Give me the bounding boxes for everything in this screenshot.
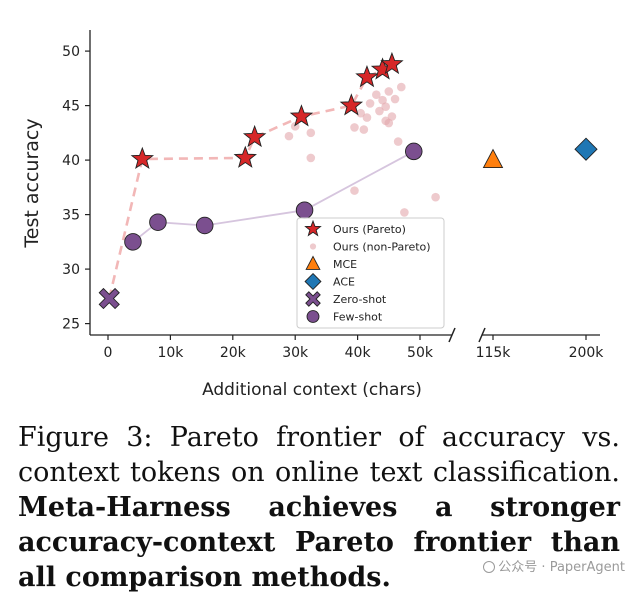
- point-ours-non-pareto-8: [362, 113, 372, 122]
- point-ours-non-pareto-10: [372, 90, 381, 99]
- point-ours-non-pareto-15: [384, 118, 394, 128]
- point-ours-pareto-5: [339, 93, 364, 116]
- point-ours-pareto-2: [233, 145, 257, 168]
- axes: [89, 30, 600, 343]
- legend-label-ours-pareto: Ours (Pareto): [333, 223, 406, 236]
- point-few-shot-0: [124, 233, 142, 251]
- point-ours-pareto-4: [289, 104, 314, 127]
- point-few-shot-1: [149, 213, 167, 231]
- point-ace-0: [574, 137, 598, 161]
- x-tick-label-20k: 20k: [220, 345, 247, 361]
- watermark: 公众号 · PaperAgent: [479, 559, 629, 577]
- wechat-icon: [483, 561, 496, 573]
- point-ours-non-pareto-7: [359, 125, 369, 134]
- legend-label-ace: ACE: [333, 276, 355, 289]
- point-ours-non-pareto-4: [350, 186, 359, 195]
- point-few-shot-2: [195, 216, 214, 235]
- legend-label-mce: MCE: [333, 258, 357, 271]
- axis-break-mark-right: [478, 327, 486, 343]
- y-tick-label-30: 30: [62, 262, 80, 278]
- legend-marker-mce: [305, 255, 321, 270]
- axis-break-mark-left: [448, 327, 456, 343]
- point-ours-non-pareto-20: [396, 82, 406, 92]
- point-mce-0: [482, 148, 504, 169]
- point-ours-non-pareto-22: [431, 192, 440, 202]
- point-few-shot-4: [405, 142, 423, 161]
- point-ours-non-pareto-18: [390, 94, 400, 104]
- caption-emphasis: Meta-Harness achieves a stronger accurac…: [18, 492, 620, 593]
- point-ours-non-pareto-5: [350, 123, 359, 132]
- x-tick-label-115k: 115k: [476, 345, 512, 361]
- point-ours-non-pareto-17: [387, 112, 397, 121]
- point-ours-non-pareto-9: [365, 99, 375, 108]
- point-ours-non-pareto-3: [306, 153, 316, 163]
- point-ours-pareto-3: [242, 124, 267, 148]
- point-ours-pareto-6: [355, 64, 379, 88]
- y-tick-label-35: 35: [62, 208, 80, 224]
- legend-box: [296, 217, 445, 329]
- x-tick-label-30k: 30k: [282, 345, 309, 361]
- legend-marker-ours-non-pareto: [309, 243, 317, 250]
- x-tick-label-50k: 50k: [407, 345, 434, 361]
- caption-text: Figure 3: Pareto frontier of accuracy vs…: [18, 422, 620, 488]
- point-ours-non-pareto-2: [306, 128, 316, 138]
- plot-area: [98, 51, 598, 310]
- x-tick-label-10k: 10k: [157, 345, 184, 361]
- x-axis-label: Additional context (chars): [202, 380, 422, 400]
- watermark-text: 公众号 · PaperAgent: [498, 560, 625, 575]
- point-ours-non-pareto-12: [378, 95, 387, 105]
- legend-label-few-shot: Few-shot: [333, 311, 383, 324]
- legend-marker-few-shot: [306, 310, 320, 323]
- legend-marker-ours-pareto: [304, 219, 322, 237]
- legend: Ours (Pareto) Ours (non-Pareto) MCE ACE Zero…: [296, 217, 445, 329]
- point-ours-non-pareto-11: [375, 106, 384, 116]
- legend-label-zero-shot: Zero-shot: [333, 293, 387, 306]
- point-ours-non-pareto-21: [400, 208, 409, 217]
- point-ours-non-pareto-6: [356, 108, 366, 118]
- y-tick-label-40: 40: [62, 153, 80, 169]
- point-ours-pareto-8: [380, 51, 404, 75]
- y-axis-label: Test accuracy: [21, 118, 43, 248]
- legend-marker-ace: [304, 272, 322, 291]
- ticks: 25 30 35 40 45 50 0 10k 20k 30k 40k 50k 115k 200k: [62, 44, 604, 361]
- figure-caption: Figure 3: Pareto frontier of accuracy vs…: [18, 420, 620, 595]
- point-ours-non-pareto-16: [384, 87, 394, 96]
- x-tick-label-40k: 40k: [345, 345, 372, 361]
- point-few-shot-3: [295, 201, 314, 219]
- point-ours-non-pareto-14: [381, 102, 390, 111]
- legend-marker-zero-shot: [305, 291, 321, 307]
- x-tick-label-0: 0: [104, 345, 113, 361]
- y-tick-label-50: 50: [62, 44, 80, 60]
- point-ours-non-pareto-19: [393, 137, 403, 146]
- legend-label-ours-non-pareto: Ours (non-Pareto): [333, 241, 431, 254]
- point-ours-non-pareto-0: [284, 131, 294, 141]
- point-zero-shot-0: [98, 287, 120, 310]
- x-tick-label-200k: 200k: [569, 345, 605, 361]
- point-ours-pareto-1: [130, 146, 155, 169]
- y-tick-label-45: 45: [62, 99, 80, 115]
- y-tick-label-25: 25: [62, 317, 80, 333]
- pareto-chart: 25 30 35 40 45 50 0 10k 20k 30k 40k 50k 115k 200k Add…: [21, 30, 604, 400]
